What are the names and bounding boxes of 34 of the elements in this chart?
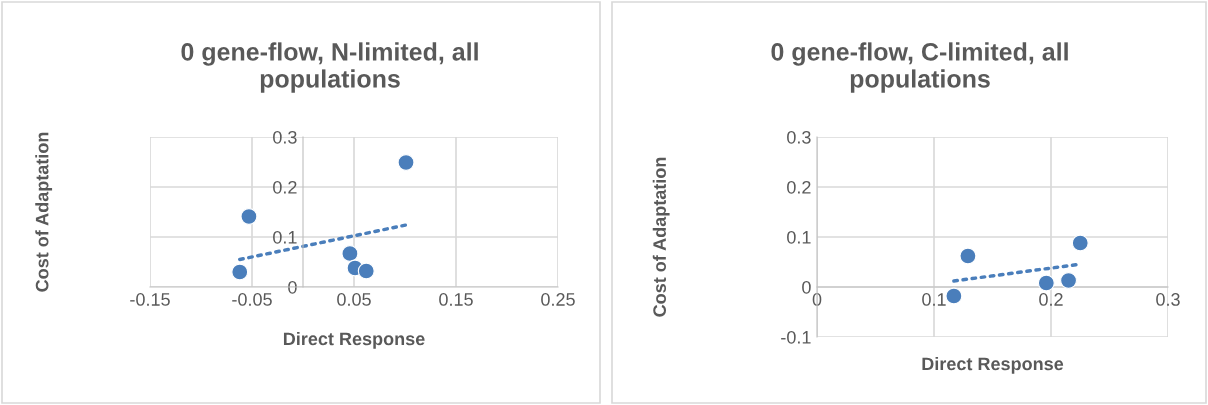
point	[1071, 234, 1089, 252]
point	[945, 287, 963, 305]
point	[357, 262, 375, 280]
y-tick-label: 0	[288, 280, 297, 294]
x-tick-label: -0.15	[130, 293, 170, 306]
x-tick-label: 0	[812, 293, 822, 306]
y-tick-label: 0.2	[273, 180, 297, 194]
point	[1060, 272, 1078, 289]
x-tick-label: 0.25	[541, 293, 575, 306]
y-tick-label: 0.2	[787, 180, 811, 194]
x-tick-label: 0.1	[922, 293, 946, 306]
point	[231, 263, 249, 281]
x-axis-title: Direct Response	[283, 332, 425, 349]
y-tick-label: -0.1	[781, 330, 811, 344]
point	[1037, 274, 1055, 292]
x-tick-label: 0.05	[337, 293, 371, 306]
x-tick-label: 0.2	[1039, 293, 1063, 306]
point	[341, 245, 359, 262]
chart-title: 0 gene-flow, N-limited, all populations	[181, 42, 478, 93]
y-axis-title: Cost of Adaptation	[35, 132, 53, 292]
y-tick-label: 0.3	[787, 130, 811, 144]
x-tick-label: 0.3	[1156, 293, 1180, 306]
x-tick-label: -0.05	[232, 293, 272, 306]
chart-title: 0 gene-flow, C-limited, all populations	[771, 42, 1068, 93]
point	[397, 154, 415, 171]
y-axis-title: Cost of Adaptation	[652, 157, 670, 317]
y-tick-label: 0	[802, 280, 811, 294]
y-tick-label: 0.1	[787, 230, 811, 244]
y-tick-label: 0.1	[273, 230, 297, 244]
y-tick-label: 0.3	[273, 130, 297, 144]
point	[240, 208, 258, 225]
x-tick-label: 0.15	[439, 293, 473, 306]
x-axis-title: Direct Response	[922, 357, 1064, 374]
point	[959, 247, 977, 265]
